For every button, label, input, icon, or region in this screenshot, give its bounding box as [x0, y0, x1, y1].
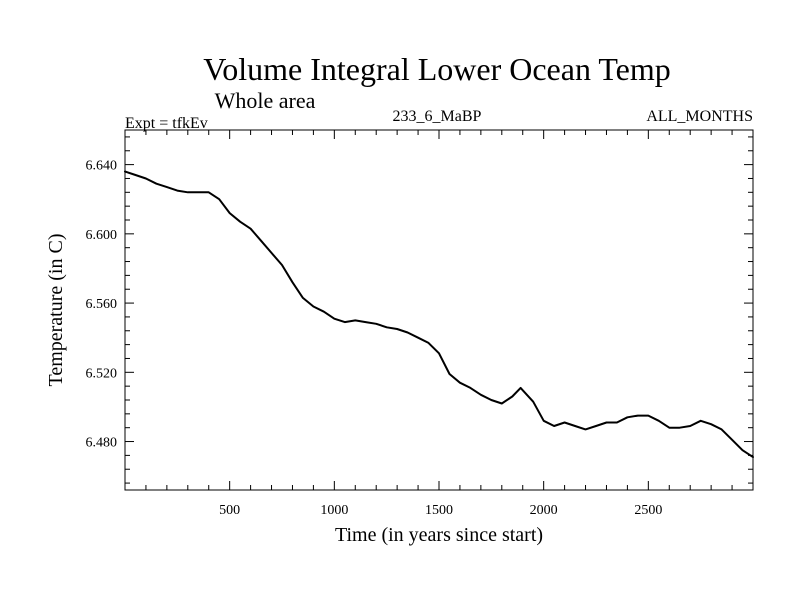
y-tick-label: 6.600 — [86, 228, 118, 243]
x-tick-label: 2000 — [530, 503, 558, 518]
x-tick-label: 1500 — [425, 503, 453, 518]
run-label: 233_6_MaBP — [393, 108, 482, 125]
y-tick-label: 6.640 — [86, 159, 118, 174]
y-tick-label: 6.480 — [86, 436, 118, 451]
experiment-label: Expt = tfkEv — [125, 115, 208, 132]
y-tick-label: 6.560 — [86, 297, 118, 312]
chart-title: Volume Integral Lower Ocean Temp — [203, 51, 671, 87]
temperature-line — [124, 170, 754, 459]
x-tick-labels: 500 1000 1500 2000 2500 — [219, 503, 662, 518]
y-tick-labels: 6.480 6.520 6.560 6.600 6.640 — [86, 159, 118, 451]
chart-subtitle: Whole area — [215, 88, 316, 113]
y-axis-label: Temperature (in C) — [45, 234, 67, 387]
x-tick-label: 500 — [219, 503, 240, 518]
x-tick-label: 2500 — [634, 503, 662, 518]
x-axis-ticks — [145, 130, 733, 490]
plot-frame — [124, 129, 754, 491]
y-tick-label: 6.520 — [86, 366, 118, 381]
x-axis-label: Time (in years since start) — [335, 524, 543, 546]
y-axis-ticks — [125, 136, 753, 484]
months-label: ALL_MONTHS — [646, 108, 753, 125]
x-tick-label: 1000 — [320, 503, 348, 518]
